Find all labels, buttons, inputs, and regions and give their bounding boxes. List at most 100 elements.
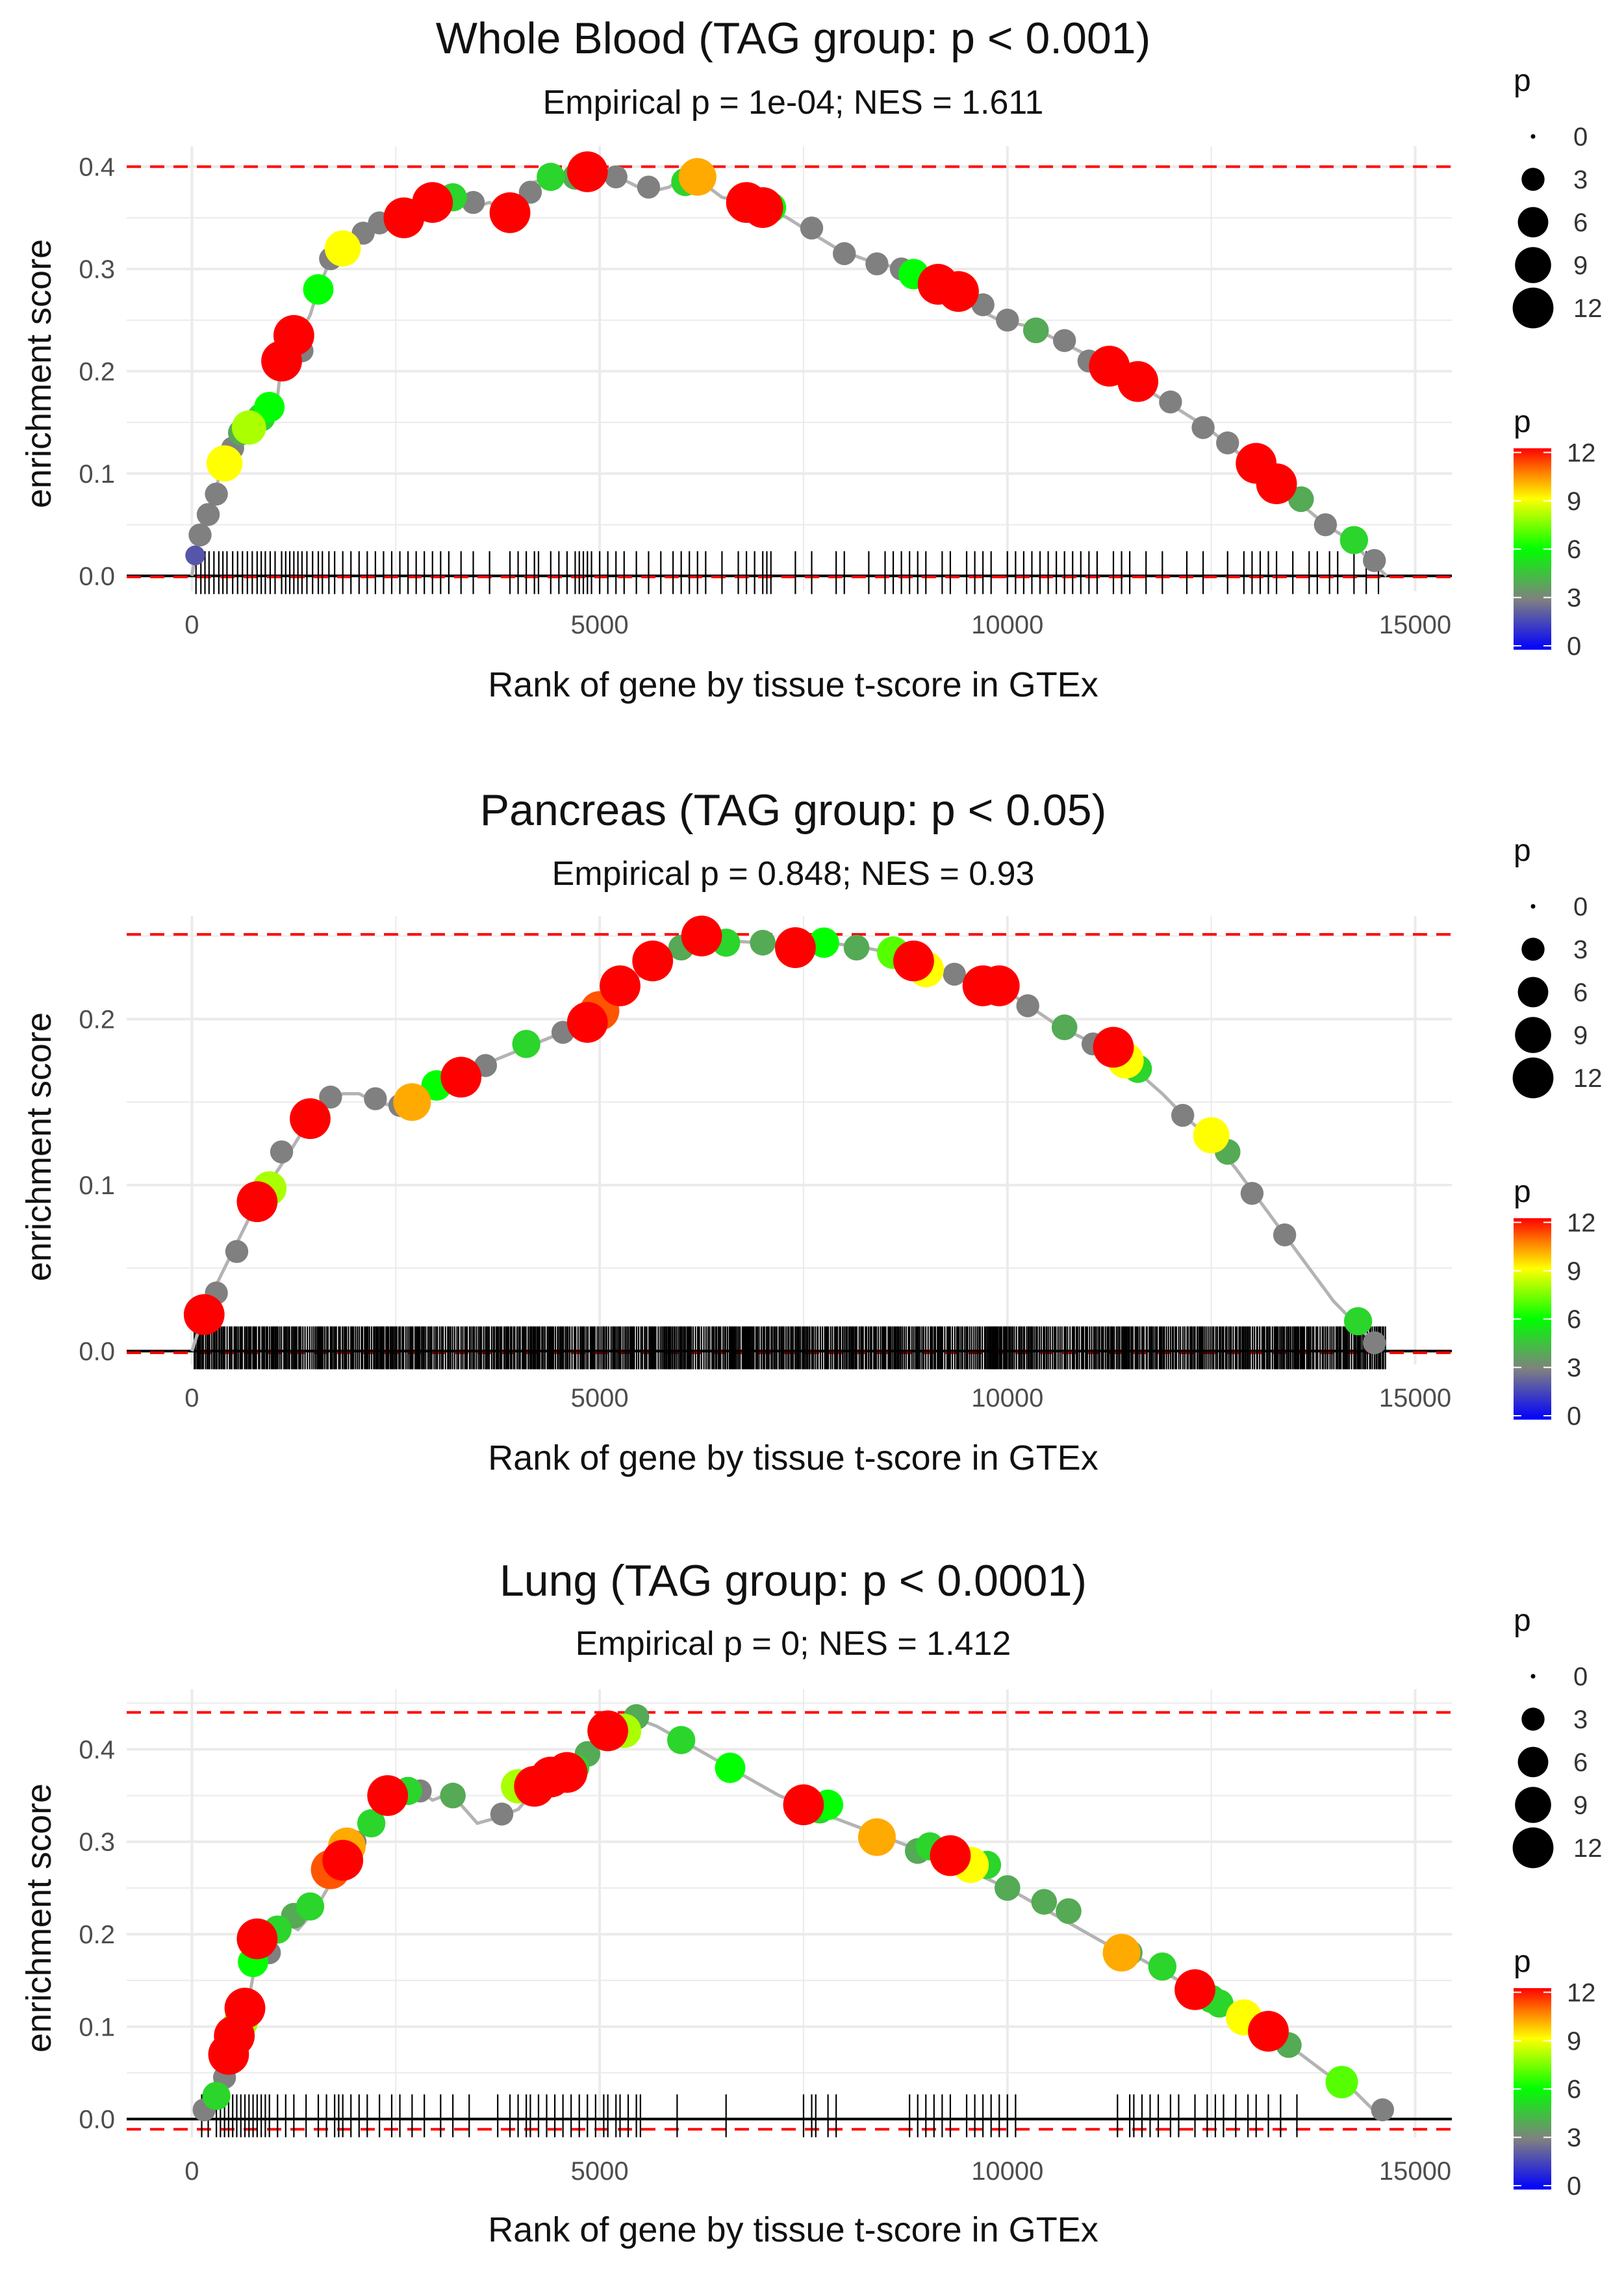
gene-point <box>666 1726 696 1754</box>
gene-point <box>225 1240 249 1263</box>
color-legend-label: 9 <box>1567 487 1581 516</box>
gene-point <box>205 482 228 506</box>
color-legend-label: 3 <box>1567 2124 1581 2153</box>
gene-point <box>1343 1307 1373 1336</box>
size-legend-label: 3 <box>1573 936 1588 964</box>
y-tick-label: 0.3 <box>79 1828 115 1857</box>
size-legend-label: 0 <box>1573 893 1588 921</box>
gene-point <box>938 271 979 313</box>
gene-point <box>604 165 628 188</box>
size-legend-key <box>1530 904 1536 909</box>
gene-point <box>750 930 776 956</box>
y-tick-label: 0.2 <box>79 1005 115 1034</box>
gene-point <box>1339 526 1369 554</box>
gene-point <box>600 965 641 1006</box>
chart-title: Pancreas (TAG group: p < 0.05) <box>480 786 1106 835</box>
gene-point <box>1171 1103 1195 1127</box>
gene-point <box>1148 1952 1177 1981</box>
gene-point <box>236 1918 278 1960</box>
panel-whole-blood: Whole Blood (TAG group: p < 0.001) Empir… <box>19 14 1452 704</box>
size-legend-label: 6 <box>1573 1748 1588 1777</box>
size-legend-label: 3 <box>1573 1706 1588 1734</box>
size-legend-label: 12 <box>1573 1834 1603 1863</box>
size-legend-title: p <box>1514 64 1531 98</box>
gene-point <box>678 158 717 196</box>
gene-point <box>324 230 361 267</box>
gene-point <box>364 1087 387 1110</box>
y-axis-title: enrichment score <box>19 1783 58 2052</box>
x-tick-label: 10000 <box>971 1384 1043 1412</box>
size-legend-key <box>1512 1057 1554 1099</box>
gene-point <box>440 1782 466 1809</box>
gene-point <box>1193 1117 1230 1154</box>
x-tick-label: 10000 <box>971 611 1043 639</box>
gene-point <box>566 1002 608 1043</box>
y-tick-label: 0.4 <box>79 153 115 181</box>
color-legend-label: 9 <box>1567 2027 1581 2056</box>
size-legend-label: 9 <box>1573 251 1588 280</box>
gene-point <box>1256 463 1297 505</box>
size-legend-label: 0 <box>1573 123 1588 151</box>
color-legend-label: 9 <box>1567 1257 1581 1286</box>
size-legend-key <box>1512 287 1554 329</box>
y-axis-title: enrichment score <box>19 239 58 508</box>
size-legend-label: 6 <box>1573 978 1588 1007</box>
color-legend-label: 6 <box>1567 1305 1581 1334</box>
gene-point <box>775 927 816 968</box>
legends: p 0 3 6 9 12 p 12 9 6 3 0 p 0 3 6 9 12 p 12 9 6 3 0 p 0 3 6 9 12 p 12 9 6… <box>1512 64 1603 2201</box>
gene-point <box>202 2082 231 2110</box>
gene-point <box>1102 1934 1141 1972</box>
gene-point <box>637 175 661 199</box>
gene-point <box>1016 994 1039 1017</box>
gene-point <box>1191 416 1215 439</box>
size-legend-label: 12 <box>1573 1064 1603 1093</box>
gene-point <box>996 309 1019 332</box>
gene-point <box>1371 2098 1394 2122</box>
x-tick-label: 5000 <box>571 2157 629 2186</box>
gene-point <box>296 1892 325 1921</box>
gene-point <box>185 545 205 566</box>
size-legend-key <box>1521 938 1545 961</box>
y-tick-label: 0.3 <box>79 255 115 284</box>
gene-point <box>236 1181 278 1222</box>
size-legend-key <box>1530 134 1536 139</box>
gene-point <box>978 965 1020 1006</box>
gene-point <box>1216 431 1239 455</box>
x-tick-label: 15000 <box>1379 611 1451 639</box>
size-legend-label: 3 <box>1573 166 1588 194</box>
panel-lung: Lung (TAG group: p < 0.0001) Empirical p… <box>19 1556 1452 2249</box>
size-legend-key <box>1512 1827 1554 1869</box>
gene-point <box>188 523 212 547</box>
gene-point <box>319 1085 342 1109</box>
size-legend-title: p <box>1514 1603 1531 1638</box>
size-legend-key <box>1515 1787 1551 1823</box>
gene-point <box>808 927 839 958</box>
gene-point <box>1117 361 1159 402</box>
gene-point <box>412 182 453 224</box>
gene-point <box>231 410 266 445</box>
x-tick-label: 5000 <box>571 1384 629 1412</box>
gene-point <box>1248 2010 1289 2052</box>
gene-point <box>1052 329 1076 352</box>
gene-point <box>833 242 856 266</box>
gene-point <box>632 940 674 982</box>
gene-point <box>865 252 889 275</box>
gene-point <box>1325 2065 1358 2099</box>
x-tick-label: 15000 <box>1379 1384 1451 1412</box>
size-legend-label: 9 <box>1573 1021 1588 1050</box>
size-legend-key <box>1521 1707 1545 1731</box>
color-legend-label: 6 <box>1567 2075 1581 2104</box>
color-legend-label: 12 <box>1567 1978 1596 2007</box>
plot-area: 0 5000 10000 15000 0.0 0.1 0.2 0.3 0.4 <box>79 1689 1452 2186</box>
x-tick-label: 0 <box>184 2157 199 2186</box>
color-legend-label: 0 <box>1567 2172 1581 2201</box>
gene-point <box>290 1098 331 1140</box>
x-tick-label: 0 <box>184 1384 199 1412</box>
gene-point <box>512 1030 540 1058</box>
chart-subtitle: Empirical p = 1e-04; NES = 1.611 <box>543 84 1044 121</box>
gene-point <box>183 1294 225 1335</box>
gene-point <box>893 940 934 982</box>
color-legend-label: 12 <box>1567 439 1596 467</box>
gene-point <box>440 1056 482 1098</box>
gene-point <box>1313 513 1338 537</box>
